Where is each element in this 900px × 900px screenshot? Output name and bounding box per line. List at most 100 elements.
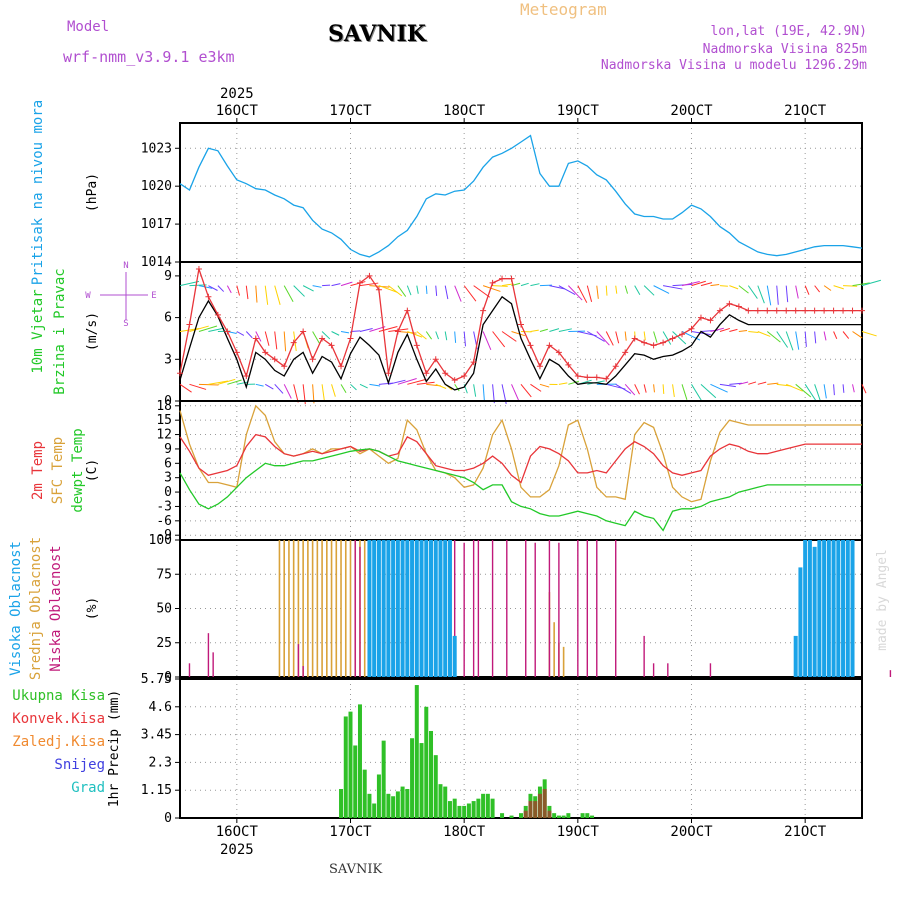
wind-vector-arrow <box>264 331 270 346</box>
wind-gust-marker <box>432 356 439 363</box>
cloud-bar <box>349 540 352 677</box>
wind-gust-marker <box>281 363 288 370</box>
wind-vector-arrow <box>729 382 742 385</box>
wind-gust-marker <box>821 307 828 314</box>
cloud-bar <box>340 540 342 677</box>
wind-vector-arrow <box>558 382 568 385</box>
wind-vector-arrow <box>283 384 292 399</box>
wind-vector-arrow <box>804 331 807 347</box>
wind-vector-arrow <box>520 384 532 398</box>
wind-gust-marker <box>404 307 411 314</box>
wind-vector-arrow <box>747 285 758 299</box>
compass-west: W <box>85 291 91 301</box>
cloud-bar <box>812 546 817 677</box>
wind-vector-arrow <box>643 384 647 393</box>
precip-total-bar <box>462 805 467 818</box>
wind-vector-arrow <box>179 280 200 287</box>
wind-gust-marker <box>669 335 676 342</box>
wind-gust-marker <box>366 272 373 279</box>
wind-vector-arrow <box>766 331 781 343</box>
wind-vector-arrow <box>691 331 711 336</box>
wind-vector-arrow <box>226 285 232 294</box>
wind-gust-marker <box>593 374 600 381</box>
wind-gust-marker <box>631 335 638 342</box>
clouds-title-1: Visoka Oblacnost <box>8 541 24 676</box>
time-label-bottom: 17OCT <box>329 824 372 840</box>
wind-vector-arrow <box>729 285 739 290</box>
wind-vector-arrow <box>359 328 373 332</box>
pressure-ytick-label: 1017 <box>141 217 172 232</box>
precip-total-bar <box>485 793 490 818</box>
wind-vector-arrow <box>785 331 794 351</box>
wind-vector-arrow <box>681 281 700 287</box>
wind-vector-arrow <box>852 384 855 393</box>
precip-legend-3: Zaledj.Kisa <box>12 734 105 750</box>
wind-vector-arrow <box>454 285 462 302</box>
precip-total-bar <box>490 798 495 818</box>
precip-legend-4: Snijeg <box>54 757 105 773</box>
wind-vector-arrow <box>511 384 520 402</box>
wind-vector-arrow <box>217 285 225 292</box>
temperature-ytick-label: -3 <box>156 499 172 514</box>
pressure-ytick-label: 1020 <box>141 179 172 194</box>
precip-total-bar <box>443 786 448 818</box>
cloud-bar <box>453 540 456 677</box>
cloud-bar <box>297 644 300 677</box>
wind-gust-marker <box>726 300 733 307</box>
wind-vector-arrow <box>454 384 460 392</box>
compass-east: E <box>151 291 156 301</box>
cloud-bar <box>845 540 850 677</box>
wind-vector-arrow <box>198 325 218 332</box>
cloud-bar <box>463 542 465 677</box>
wind-gust-marker <box>716 307 723 314</box>
cloud-bar <box>359 546 361 677</box>
precip-total-bar <box>405 788 410 818</box>
wind-gust-marker <box>650 342 657 349</box>
cloud-bar <box>311 540 314 677</box>
temperature-ytick-label: -6 <box>156 514 172 529</box>
time-label-bottom: 21OCT <box>784 824 827 840</box>
wind-gust-marker <box>489 279 496 286</box>
cloud-bar <box>443 540 448 677</box>
wind-vector-arrow <box>189 325 209 332</box>
wind-vector-arrow <box>530 283 540 287</box>
wind-vector-arrow <box>208 327 225 332</box>
precip-total-bar <box>410 738 415 818</box>
precip-total-bar <box>509 815 514 818</box>
wind-gust-marker <box>375 286 382 293</box>
wind-gust-marker <box>859 307 865 314</box>
wind-gust-marker <box>536 363 543 370</box>
wind-vector-arrow <box>331 384 336 397</box>
wind-title-1: 10m Vjetar <box>30 289 46 373</box>
precip-conv-bar <box>528 801 533 818</box>
cloud-bar <box>850 540 855 677</box>
wind-gust-marker <box>840 307 847 314</box>
wind-vector-arrow <box>615 331 620 344</box>
precip-total-bar <box>500 813 505 818</box>
cloud-bar <box>207 633 210 677</box>
wind-vector-arrow <box>861 279 882 287</box>
clouds-ytick-label: 0 <box>164 670 172 685</box>
wind-vector-arrow <box>719 285 728 287</box>
precip-ytick-label: 4.6 <box>149 700 172 715</box>
wind-vector-arrow <box>748 331 759 333</box>
wind-vector-arrow <box>302 285 314 292</box>
wind-gust-marker <box>802 307 809 314</box>
time-label-top: 18OCT <box>443 103 486 119</box>
wind-vector-arrow <box>331 331 340 336</box>
cloud-bar <box>803 540 808 677</box>
wind-vector-arrow <box>444 285 449 300</box>
cloud-bar <box>709 663 712 677</box>
wind-vector-arrow <box>539 383 550 388</box>
precip-total-bar <box>376 774 381 818</box>
wind-vector-arrow <box>719 327 731 332</box>
precip-total-bar <box>561 815 566 818</box>
cloud-bar <box>297 540 300 677</box>
wind-gust-marker <box>461 372 468 379</box>
dewpt-line <box>179 448 862 532</box>
cloud-bar <box>405 540 410 677</box>
precip-total-bar <box>386 793 391 818</box>
cloud-bar <box>292 540 295 677</box>
clouds-ytick-label: 50 <box>156 602 172 617</box>
wind-gust-marker <box>679 331 686 338</box>
